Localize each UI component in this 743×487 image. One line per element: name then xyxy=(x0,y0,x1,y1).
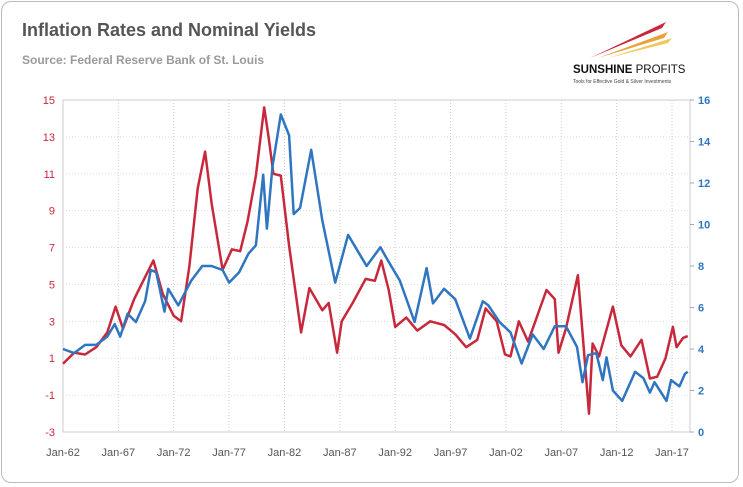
right-axis-tick-label: 4 xyxy=(698,344,705,356)
left-axis-tick-label: -3 xyxy=(45,427,55,439)
svg-text:SUNSHINE PROFITS: SUNSHINE PROFITS xyxy=(573,64,686,76)
right-axis-tick-label: 0 xyxy=(698,427,704,439)
x-axis-tick-label: Jan-77 xyxy=(212,447,246,459)
x-axis-tick-label: Jan-87 xyxy=(323,447,357,459)
left-axis-tick-label: -1 xyxy=(45,390,55,402)
series-line-yield xyxy=(62,113,689,403)
right-axis-tick-label: 6 xyxy=(698,303,704,315)
right-axis-tick-label: 10 xyxy=(698,220,710,232)
x-axis-tick-label: Jan-12 xyxy=(600,447,634,459)
series-line-inflation xyxy=(62,106,689,415)
x-axis-tick-label: Jan-67 xyxy=(102,447,136,459)
x-axis-tick-label: Jan-17 xyxy=(655,447,689,459)
x-axis-tick-label: Jan-62 xyxy=(46,447,80,459)
plot-area xyxy=(62,99,691,433)
sunshine-profits-logo: SUNSHINE PROFITS Tools for Effective Gol… xyxy=(573,22,686,85)
right-axis-tick-label: 2 xyxy=(698,386,704,398)
x-axis-tick-label: Jan-97 xyxy=(434,447,468,459)
x-axis-tick-label: Jan-07 xyxy=(544,447,578,459)
x-axis-tick-label: Jan-02 xyxy=(489,447,523,459)
right-axis-tick-label: 8 xyxy=(698,261,704,273)
left-axis-tick-label: 3 xyxy=(49,316,55,328)
x-axis-tick-label: Jan-82 xyxy=(268,447,302,459)
x-axis-tick-label: Jan-72 xyxy=(157,447,191,459)
x-axis-tick-label: Jan-92 xyxy=(378,447,412,459)
left-axis-tick-label: 9 xyxy=(49,206,55,218)
left-axis-tick-label: 7 xyxy=(49,243,55,255)
svg-text:Tools for Effective Gold & Sil: Tools for Effective Gold & Silver Invest… xyxy=(573,79,672,85)
left-axis-tick-label: 15 xyxy=(43,95,55,107)
chart-title: Inflation Rates and Nominal Yields xyxy=(22,20,317,40)
right-axis-tick-label: 12 xyxy=(698,178,710,190)
chart-subtitle: Source: Federal Reserve Bank of St. Loui… xyxy=(22,53,265,67)
left-axis-tick-label: 13 xyxy=(43,132,55,144)
left-axis-tick-label: 5 xyxy=(49,279,55,291)
right-axis-tick-label: 16 xyxy=(698,95,710,107)
right-axis-tick-label: 14 xyxy=(698,137,711,149)
left-axis-tick-label: 11 xyxy=(44,169,55,181)
left-axis-tick-label: 1 xyxy=(49,353,55,365)
